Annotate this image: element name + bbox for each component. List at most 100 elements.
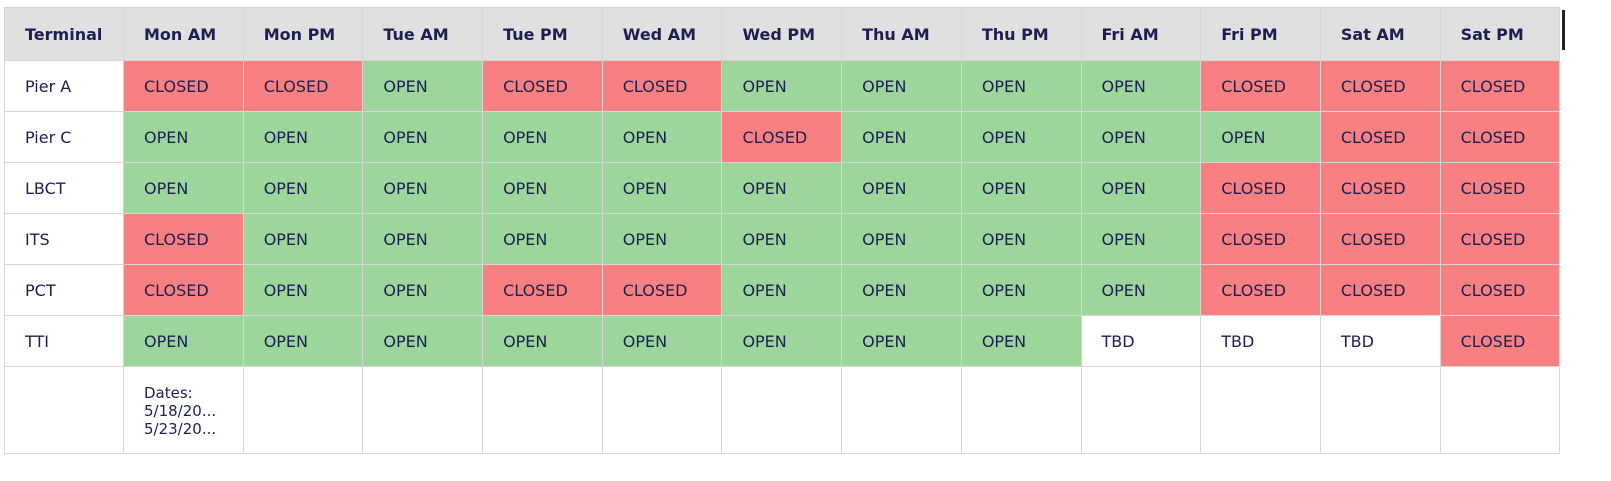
status-cell-closed: CLOSED — [1319, 264, 1441, 316]
status-cell-open: OPEN — [960, 264, 1082, 316]
status-cell-open: OPEN — [123, 315, 244, 367]
column-header-terminal[interactable]: Terminal — [4, 7, 124, 61]
status-cell-open: OPEN — [482, 213, 603, 265]
table-row: TTI OPEN OPEN OPEN OPEN OPEN OPEN OPEN OPEN TBD TB… — [4, 315, 1561, 367]
status-cell-tbd: TBD — [1080, 315, 1202, 367]
status-cell-closed: CLOSED — [1439, 60, 1561, 112]
status-cell-tbd: TBD — [1319, 315, 1441, 367]
notes-empty-cell — [960, 366, 1082, 454]
status-cell-closed: CLOSED — [721, 111, 843, 163]
notes-empty-cell — [1080, 366, 1202, 454]
column-header-tue-am[interactable]: Tue AM — [362, 7, 484, 61]
status-cell-closed: CLOSED — [1200, 264, 1321, 316]
scrollbar-thumb[interactable] — [1562, 10, 1565, 50]
status-cell-open: OPEN — [482, 111, 603, 163]
status-cell-open: OPEN — [841, 60, 962, 112]
column-header-tue-pm[interactable]: Tue PM — [482, 7, 603, 61]
status-cell-open: OPEN — [242, 315, 364, 367]
status-cell-open: OPEN — [123, 162, 244, 214]
status-cell-closed: CLOSED — [1200, 213, 1321, 265]
status-cell-open: OPEN — [1200, 111, 1321, 163]
status-cell-closed: CLOSED — [123, 264, 244, 316]
status-cell-open: OPEN — [841, 111, 962, 163]
status-cell-open: OPEN — [1080, 264, 1202, 316]
notes-cell: Dates: 5/18/20... 5/23/20... — [123, 366, 244, 454]
status-cell-closed: CLOSED — [482, 264, 603, 316]
status-cell-open: OPEN — [601, 111, 723, 163]
schedule-table: Terminal Mon AM Mon PM Tue AM Tue PM Wed… — [4, 7, 1561, 454]
terminal-name: Pier C — [4, 111, 124, 163]
status-cell-closed: CLOSED — [123, 60, 244, 112]
notes-empty-cell — [4, 366, 124, 454]
status-cell-open: OPEN — [362, 264, 484, 316]
header-row: Terminal Mon AM Mon PM Tue AM Tue PM Wed… — [4, 7, 1561, 61]
status-cell-open: OPEN — [1080, 60, 1202, 112]
status-cell-open: OPEN — [721, 264, 843, 316]
column-header-thu-pm[interactable]: Thu PM — [960, 7, 1082, 61]
status-cell-open: OPEN — [721, 315, 843, 367]
dates-note: Dates: 5/18/20... 5/23/20... — [144, 384, 217, 438]
status-cell-open: OPEN — [721, 60, 843, 112]
status-cell-open: OPEN — [482, 162, 603, 214]
status-cell-open: OPEN — [960, 60, 1082, 112]
column-header-wed-pm[interactable]: Wed PM — [721, 7, 843, 61]
terminal-name: LBCT — [4, 162, 124, 214]
status-cell-open: OPEN — [960, 315, 1082, 367]
status-cell-open: OPEN — [242, 162, 364, 214]
column-header-sat-pm[interactable]: Sat PM — [1439, 7, 1561, 61]
status-cell-tbd: TBD — [1200, 315, 1321, 367]
notes-row: Dates: 5/18/20... 5/23/20... — [4, 366, 1561, 454]
status-cell-open: OPEN — [242, 264, 364, 316]
notes-empty-cell — [242, 366, 364, 454]
status-cell-open: OPEN — [1080, 162, 1202, 214]
column-header-wed-am[interactable]: Wed AM — [601, 7, 723, 61]
table-row: Pier C OPEN OPEN OPEN OPEN OPEN CLOSED OPEN OPEN… — [4, 111, 1561, 163]
status-cell-open: OPEN — [242, 213, 364, 265]
table-row: PCT CLOSED OPEN OPEN CLOSED CLOSED OPEN OPEN OPE… — [4, 264, 1561, 316]
status-cell-closed: CLOSED — [601, 264, 723, 316]
column-header-mon-pm[interactable]: Mon PM — [242, 7, 364, 61]
status-cell-closed: CLOSED — [1319, 213, 1441, 265]
status-cell-open: OPEN — [841, 315, 962, 367]
status-cell-open: OPEN — [841, 162, 962, 214]
status-cell-closed: CLOSED — [1439, 213, 1561, 265]
notes-empty-cell — [1200, 366, 1321, 454]
status-cell-closed: CLOSED — [1439, 264, 1561, 316]
terminal-schedule: Terminal Mon AM Mon PM Tue AM Tue PM Wed… — [4, 7, 1561, 454]
notes-empty-cell — [601, 366, 723, 454]
terminal-name: ITS — [4, 213, 124, 265]
status-cell-open: OPEN — [601, 162, 723, 214]
status-cell-closed: CLOSED — [1319, 60, 1441, 112]
terminal-name: TTI — [4, 315, 124, 367]
status-cell-closed: CLOSED — [123, 213, 244, 265]
status-cell-open: OPEN — [362, 111, 484, 163]
status-cell-closed: CLOSED — [1319, 162, 1441, 214]
column-header-mon-am[interactable]: Mon AM — [123, 7, 244, 61]
status-cell-open: OPEN — [362, 162, 484, 214]
status-cell-closed: CLOSED — [242, 60, 364, 112]
status-cell-closed: CLOSED — [601, 60, 723, 112]
status-cell-closed: CLOSED — [1200, 162, 1321, 214]
status-cell-closed: CLOSED — [1439, 315, 1561, 367]
status-cell-open: OPEN — [123, 111, 244, 163]
status-cell-open: OPEN — [841, 213, 962, 265]
column-header-fri-pm[interactable]: Fri PM — [1200, 7, 1321, 61]
status-cell-open: OPEN — [721, 213, 843, 265]
table-row: ITS CLOSED OPEN OPEN OPEN OPEN OPEN OPEN OPEN OPE… — [4, 213, 1561, 265]
status-cell-open: OPEN — [1080, 111, 1202, 163]
status-cell-open: OPEN — [482, 315, 603, 367]
column-header-fri-am[interactable]: Fri AM — [1080, 7, 1202, 61]
notes-empty-cell — [482, 366, 603, 454]
table-row: Pier A CLOSED CLOSED OPEN CLOSED CLOSED OPEN OP… — [4, 60, 1561, 112]
notes-empty-cell — [362, 366, 484, 454]
status-cell-open: OPEN — [601, 213, 723, 265]
status-cell-open: OPEN — [960, 111, 1082, 163]
column-header-sat-am[interactable]: Sat AM — [1319, 7, 1441, 61]
column-header-thu-am[interactable]: Thu AM — [841, 7, 962, 61]
status-cell-closed: CLOSED — [1439, 162, 1561, 214]
table-row: LBCT OPEN OPEN OPEN OPEN OPEN OPEN OPEN OPEN OPEN… — [4, 162, 1561, 214]
notes-empty-cell — [1439, 366, 1561, 454]
status-cell-open: OPEN — [721, 162, 843, 214]
terminal-name: PCT — [4, 264, 124, 316]
status-cell-open: OPEN — [841, 264, 962, 316]
